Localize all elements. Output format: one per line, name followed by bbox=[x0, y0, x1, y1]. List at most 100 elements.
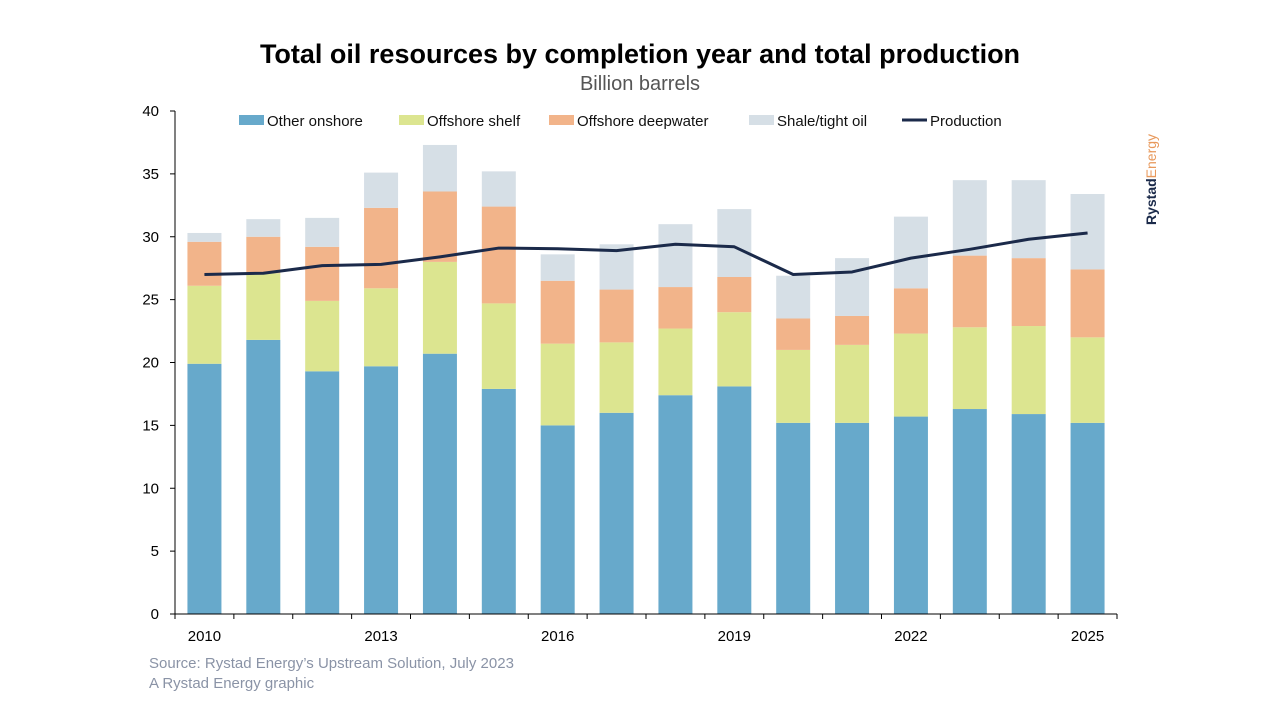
bar-offshore-shelf-2020 bbox=[776, 349, 811, 423]
bar-other-onshore-2022 bbox=[893, 416, 928, 614]
bar-shale-tight-oil-2012 bbox=[305, 217, 340, 247]
bar-offshore-shelf-2024 bbox=[1011, 326, 1046, 415]
y-tick-label: 5 bbox=[151, 543, 159, 560]
credit-note: A Rystad Energy graphic bbox=[149, 675, 315, 692]
bar-shale-tight-oil-2025 bbox=[1070, 193, 1105, 270]
bar-shale-tight-oil-2022 bbox=[893, 216, 928, 289]
bar-offshore-shelf-2014 bbox=[422, 261, 457, 354]
x-tick-label: 2022 bbox=[894, 628, 927, 645]
source-note: Source: Rystad Energy’s Upstream Solutio… bbox=[149, 655, 514, 672]
bar-offshore-shelf-2025 bbox=[1070, 337, 1105, 423]
bar-offshore-shelf-2016 bbox=[540, 343, 575, 426]
production-line bbox=[204, 231, 1088, 276]
legend-swatch bbox=[749, 115, 774, 125]
legend-label: Other onshore bbox=[267, 113, 363, 130]
bar-other-onshore-2023 bbox=[952, 409, 987, 614]
bar-shale-tight-oil-2019 bbox=[717, 209, 752, 277]
y-tick-label: 25 bbox=[142, 292, 159, 309]
bar-other-onshore-2018 bbox=[658, 395, 693, 614]
y-tick-label: 40 bbox=[142, 103, 159, 120]
bar-offshore-deepwater-2022 bbox=[893, 288, 928, 334]
bar-offshore-shelf-2021 bbox=[835, 344, 870, 423]
y-tick-label: 0 bbox=[151, 606, 159, 623]
bar-shale-tight-oil-2018 bbox=[658, 224, 693, 288]
bar-shale-tight-oil-2011 bbox=[246, 219, 281, 237]
bar-offshore-shelf-2013 bbox=[364, 288, 399, 367]
bar-other-onshore-2025 bbox=[1070, 422, 1105, 614]
bar-offshore-deepwater-2010 bbox=[187, 241, 222, 286]
bar-shale-tight-oil-2010 bbox=[187, 232, 222, 242]
legend-label: Production bbox=[930, 113, 1002, 130]
svg-text:RystadEnergy: RystadEnergy bbox=[1143, 134, 1159, 225]
bar-offshore-shelf-2017 bbox=[599, 342, 634, 413]
bar-other-onshore-2011 bbox=[246, 339, 281, 614]
bar-shale-tight-oil-2014 bbox=[422, 144, 457, 192]
bar-other-onshore-2019 bbox=[717, 386, 752, 614]
bar-offshore-deepwater-2016 bbox=[540, 280, 575, 344]
bar-offshore-shelf-2023 bbox=[952, 327, 987, 410]
x-tick-label: 2013 bbox=[364, 628, 397, 645]
chart-title: Total oil resources by completion year a… bbox=[260, 39, 1020, 69]
legend-swatch bbox=[549, 115, 574, 125]
x-tick-label: 2019 bbox=[718, 628, 751, 645]
bar-shale-tight-oil-2024 bbox=[1011, 180, 1046, 259]
bar-offshore-shelf-2011 bbox=[246, 273, 281, 340]
bar-other-onshore-2016 bbox=[540, 425, 575, 614]
rystad-logo: RystadEnergy bbox=[1143, 134, 1159, 225]
bar-other-onshore-2021 bbox=[835, 422, 870, 614]
bar-offshore-shelf-2022 bbox=[893, 333, 928, 417]
legend-label: Shale/tight oil bbox=[777, 113, 867, 130]
y-tick-label: 20 bbox=[142, 355, 159, 372]
bar-other-onshore-2015 bbox=[481, 388, 516, 614]
bar-other-onshore-2020 bbox=[776, 422, 811, 614]
bar-offshore-deepwater-2013 bbox=[364, 207, 399, 289]
bar-shale-tight-oil-2020 bbox=[776, 275, 811, 319]
bar-other-onshore-2014 bbox=[422, 353, 457, 614]
bar-other-onshore-2012 bbox=[305, 371, 340, 614]
logo-part2: Energy bbox=[1143, 134, 1159, 178]
bar-other-onshore-2013 bbox=[364, 366, 399, 614]
bar-offshore-deepwater-2019 bbox=[717, 276, 752, 313]
y-tick-label: 30 bbox=[142, 229, 159, 246]
bar-other-onshore-2010 bbox=[187, 363, 222, 614]
bar-other-onshore-2024 bbox=[1011, 414, 1046, 614]
bar-offshore-deepwater-2020 bbox=[776, 318, 811, 350]
y-tick-label: 35 bbox=[142, 166, 159, 183]
legend-label: Offshore deepwater bbox=[577, 113, 708, 130]
bar-offshore-deepwater-2015 bbox=[481, 206, 516, 304]
bar-offshore-deepwater-2011 bbox=[246, 236, 281, 274]
bar-other-onshore-2017 bbox=[599, 412, 634, 614]
bar-offshore-shelf-2019 bbox=[717, 312, 752, 387]
legend-label: Offshore shelf bbox=[427, 113, 521, 130]
bar-offshore-shelf-2010 bbox=[187, 285, 222, 364]
bar-shale-tight-oil-2023 bbox=[952, 180, 987, 256]
bar-offshore-deepwater-2018 bbox=[658, 287, 693, 329]
bar-offshore-shelf-2012 bbox=[305, 300, 340, 372]
bar-offshore-deepwater-2021 bbox=[835, 315, 870, 345]
y-tick-label: 15 bbox=[142, 417, 159, 434]
bar-offshore-deepwater-2023 bbox=[952, 255, 987, 328]
bar-offshore-deepwater-2017 bbox=[599, 289, 634, 343]
legend-swatch bbox=[399, 115, 424, 125]
bar-offshore-deepwater-2025 bbox=[1070, 269, 1105, 338]
chart-subtitle: Billion barrels bbox=[580, 73, 700, 95]
bar-offshore-deepwater-2012 bbox=[305, 246, 340, 301]
bar-offshore-deepwater-2024 bbox=[1011, 258, 1046, 327]
bar-shale-tight-oil-2021 bbox=[835, 258, 870, 316]
x-tick-label: 2025 bbox=[1071, 628, 1104, 645]
bar-shale-tight-oil-2015 bbox=[481, 171, 516, 207]
legend: Other onshore Offshore shelf Offshore deep… bbox=[239, 113, 1002, 130]
bar-offshore-shelf-2015 bbox=[481, 303, 516, 389]
legend-swatch bbox=[239, 115, 264, 125]
bar-offshore-shelf-2018 bbox=[658, 328, 693, 396]
x-tick-label: 2010 bbox=[188, 628, 221, 645]
y-tick-label: 10 bbox=[142, 480, 159, 497]
logo-part1: Rystad bbox=[1143, 178, 1159, 225]
bar-shale-tight-oil-2013 bbox=[364, 172, 399, 208]
x-tick-label: 2016 bbox=[541, 628, 574, 645]
bar-shale-tight-oil-2016 bbox=[540, 254, 575, 281]
bar-offshore-deepwater-2014 bbox=[422, 191, 457, 262]
